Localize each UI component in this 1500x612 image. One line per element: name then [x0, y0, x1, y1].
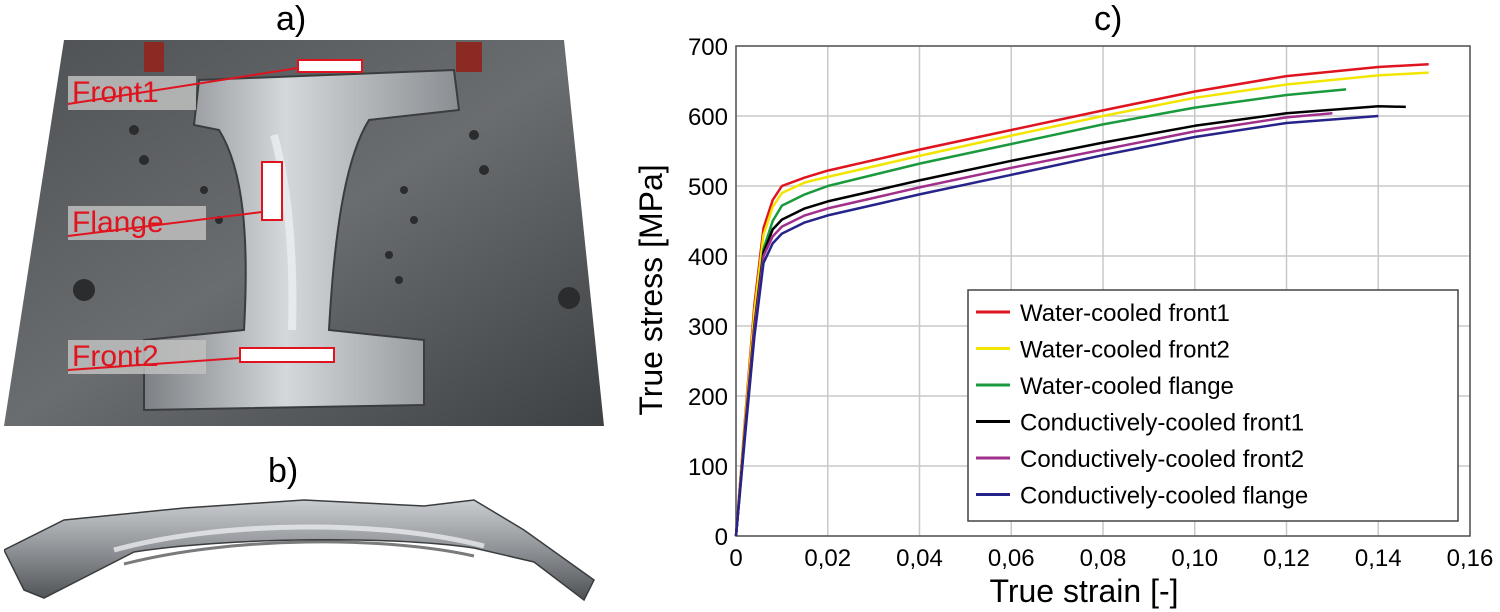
y-axis-title: True stress [MPa]	[633, 164, 669, 415]
chart-legend: Water-cooled front1 Water-cooled front2 Wa…	[967, 289, 1459, 522]
x-tick-label: 0,04	[896, 545, 943, 572]
legend-label: Conductively-cooled front1	[1020, 410, 1304, 437]
legend-label: Conductively-cooled flange	[1020, 483, 1308, 510]
y-tick-label: 100	[688, 454, 728, 481]
y-tick-label: 300	[688, 314, 728, 341]
legend-label: Water-cooled flange	[1020, 373, 1234, 400]
x-tick-label: 0,14	[1355, 545, 1402, 572]
formed-part-photo	[4, 499, 595, 602]
callout-front1: Front1	[72, 76, 159, 109]
panel-a-label: a)	[276, 0, 307, 38]
y-tick-label: 700	[688, 34, 728, 61]
y-tick-label: 400	[688, 244, 728, 271]
x-tick-label: 0,10	[1171, 545, 1218, 572]
panel-c-label: c)	[1094, 0, 1123, 38]
y-tick-label: 500	[688, 174, 728, 201]
x-axis-title: True strain [-]	[989, 573, 1178, 609]
x-tick-label: 0,02	[804, 545, 851, 572]
y-tick-label: 0	[715, 524, 728, 551]
series-line-6	[734, 114, 1379, 537]
x-tick-label: 0,06	[988, 545, 1035, 572]
forming-die-photo: Front1 Flange Front2	[4, 40, 604, 426]
y-tick-label: 200	[688, 384, 728, 411]
x-tick-label: 0,16	[1447, 545, 1494, 572]
chart-axes: 0 0,02 0,04 0,06 0,08 0,10 0,12 0,14 0,16 0 100 200…	[688, 34, 1493, 572]
legend-label: Water-cooled front2	[1020, 337, 1230, 364]
legend-label: Water-cooled front1	[1020, 300, 1230, 327]
series-line-2	[734, 71, 1429, 537]
plot-frame	[735, 45, 1471, 537]
panel-b-label: b)	[268, 452, 299, 490]
x-tick-label: 0	[729, 545, 742, 572]
legend-box	[967, 289, 1459, 522]
callout-front2: Front2	[72, 340, 159, 373]
y-tick-label: 600	[688, 104, 728, 131]
callout-flange: Flange	[72, 206, 164, 239]
legend-label: Conductively-cooled front2	[1020, 446, 1304, 473]
chart-series	[734, 62, 1429, 537]
x-tick-label: 0,08	[1080, 545, 1127, 572]
x-tick-label: 0,12	[1263, 545, 1310, 572]
